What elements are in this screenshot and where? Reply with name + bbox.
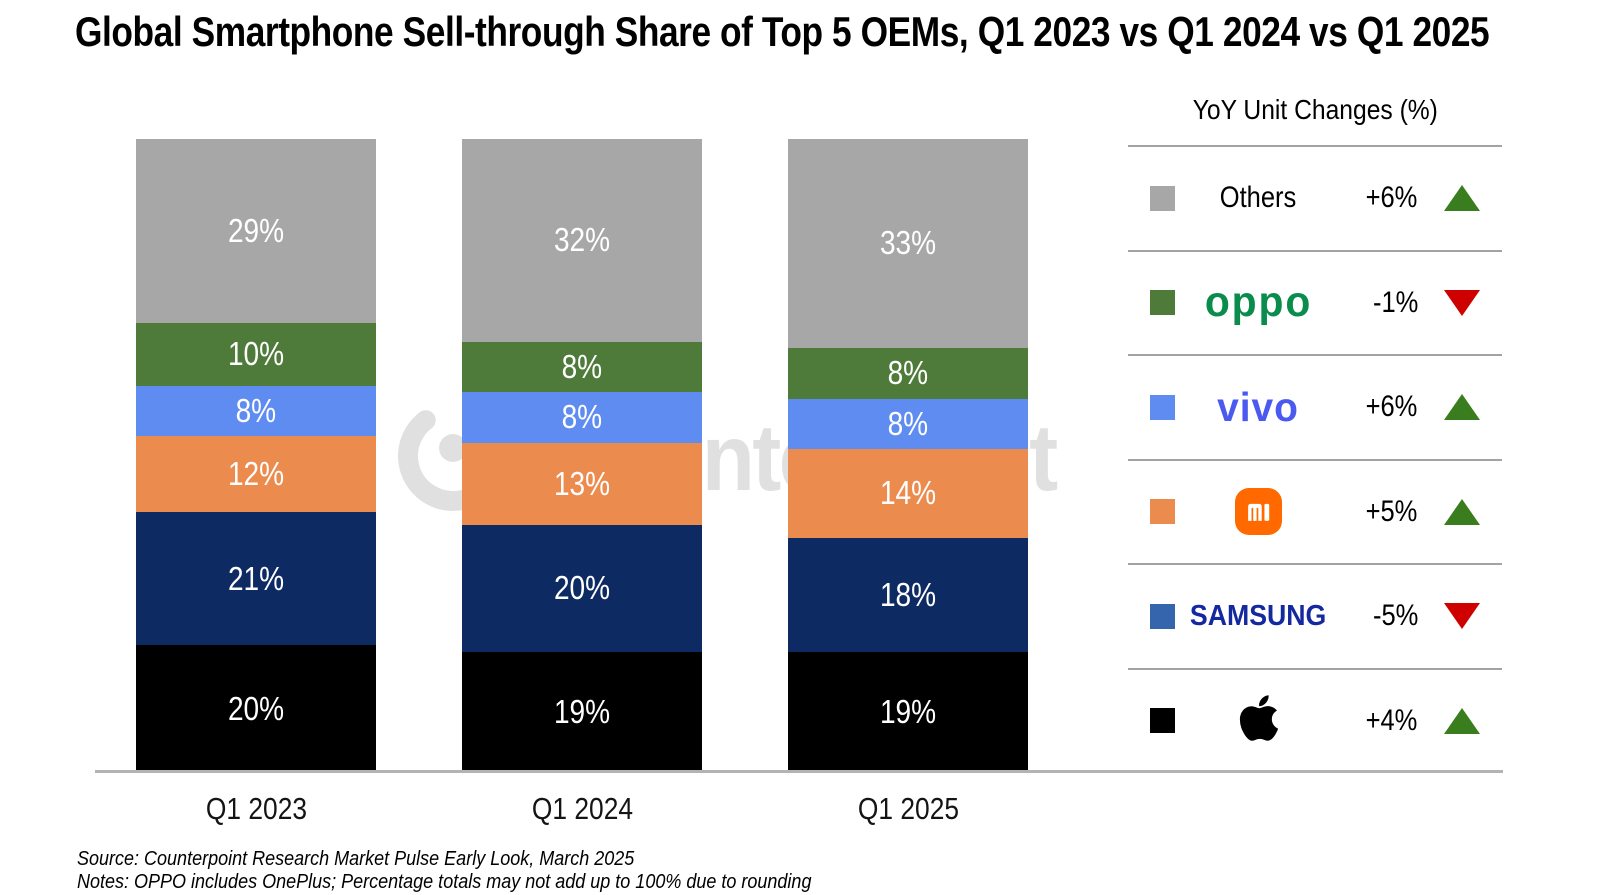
legend-swatch-vivo xyxy=(1150,394,1175,420)
segment-value-label: 18% xyxy=(879,575,937,613)
bar-segment-vivo-q1-2025: 8% xyxy=(788,398,1028,450)
legend-row-apple: +4% xyxy=(1128,667,1502,773)
stacked-bar-q1-2025: 33% 8% 8% 14% 18% 19% xyxy=(788,139,1028,772)
footer-notes: Notes: OPPO includes OnePlus; Percentage… xyxy=(77,871,812,893)
x-axis-line xyxy=(95,770,1503,773)
legend-row-oppo: oppo -1% xyxy=(1128,249,1502,355)
stacked-bar-q1-2024: 32% 8% 8% 13% 20% 19% xyxy=(462,139,702,772)
bar-segment-others-q1-2024: 32% xyxy=(462,139,702,342)
bar-segment-others-q1-2025: 33% xyxy=(788,139,1028,348)
segment-value-label: 19% xyxy=(879,692,937,730)
trend-up-icon xyxy=(1444,707,1480,734)
bar-segment-samsung-q1-2023: 21% xyxy=(136,512,376,646)
bar-segment-xiaomi-q1-2023: 12% xyxy=(136,436,376,513)
segment-value-label: 14% xyxy=(879,474,937,512)
trend-up-icon xyxy=(1444,185,1480,212)
footer: Source: Counterpoint Research Market Pul… xyxy=(77,848,811,894)
samsung-logo: SAMSUNG xyxy=(1190,599,1327,632)
bar-segment-oppo-q1-2024: 8% xyxy=(462,341,702,393)
segment-value-label: 8% xyxy=(561,347,603,385)
trend-down-icon xyxy=(1444,289,1480,316)
trend-down-icon xyxy=(1444,603,1480,630)
others-label: Others xyxy=(1220,181,1297,215)
change-value-others: +6% xyxy=(1365,181,1418,215)
legend-swatch-samsung xyxy=(1150,603,1175,629)
bar-segment-samsung-q1-2024: 20% xyxy=(462,525,702,652)
legend-swatch-others xyxy=(1150,185,1175,211)
change-value-oppo: -1% xyxy=(1372,285,1418,319)
segment-value-label: 8% xyxy=(235,392,277,430)
legend-row-xiaomi: +5% xyxy=(1128,458,1502,564)
segment-value-label: 8% xyxy=(887,354,929,392)
segment-value-label: 13% xyxy=(553,464,611,502)
legend-swatch-xiaomi xyxy=(1150,499,1175,525)
x-axis-label-q1-2023: Q1 2023 xyxy=(205,791,307,826)
segment-value-label: 20% xyxy=(553,569,611,607)
change-value-vivo: +6% xyxy=(1365,390,1418,424)
footer-source: Source: Counterpoint Research Market Pul… xyxy=(77,848,635,870)
change-value-xiaomi: +5% xyxy=(1365,494,1418,528)
legend: Others +6% oppo -1% vivo +6% xyxy=(1128,145,1502,772)
segment-value-label: 33% xyxy=(879,224,937,262)
change-value-samsung: -5% xyxy=(1372,599,1418,633)
segment-value-label: 8% xyxy=(887,404,929,442)
segment-value-label: 12% xyxy=(227,455,285,493)
bar-segment-others-q1-2023: 29% xyxy=(136,139,376,323)
legend-swatch-oppo xyxy=(1150,290,1175,316)
legend-row-samsung: SAMSUNG -5% xyxy=(1128,563,1502,668)
segment-value-label: 10% xyxy=(227,335,285,373)
x-axis-label-q1-2025: Q1 2025 xyxy=(857,791,959,826)
legend-row-others: Others +6% xyxy=(1128,145,1502,250)
legend-title: YoY Unit Changes (%) xyxy=(1192,94,1438,125)
vivo-logo: vivo xyxy=(1217,383,1300,430)
segment-value-label: 8% xyxy=(561,398,603,436)
bar-segment-oppo-q1-2023: 10% xyxy=(136,322,376,386)
segment-value-label: 19% xyxy=(553,692,611,730)
apple-logo-icon xyxy=(1238,692,1280,749)
segment-value-label: 21% xyxy=(227,559,285,597)
segment-value-label: 20% xyxy=(227,689,285,727)
stacked-bar-q1-2023: 29% 10% 8% 12% 21% 20% xyxy=(136,139,376,772)
bar-segment-xiaomi-q1-2025: 14% xyxy=(788,449,1028,538)
legend-swatch-apple xyxy=(1150,708,1175,734)
bar-segment-vivo-q1-2023: 8% xyxy=(136,385,376,437)
bar-segment-apple-q1-2023: 20% xyxy=(136,645,376,772)
xiaomi-logo-icon xyxy=(1235,488,1282,536)
oppo-logo: oppo xyxy=(1204,278,1313,327)
trend-up-icon xyxy=(1444,394,1480,421)
bar-segment-samsung-q1-2025: 18% xyxy=(788,537,1028,652)
segment-value-label: 32% xyxy=(553,221,611,259)
bar-segment-vivo-q1-2024: 8% xyxy=(462,392,702,443)
legend-row-vivo: vivo +6% xyxy=(1128,354,1502,459)
change-value-apple: +4% xyxy=(1365,703,1418,737)
x-axis-label-q1-2024: Q1 2024 xyxy=(531,791,633,826)
page-title: Global Smartphone Sell-through Share of … xyxy=(75,8,1490,55)
bar-segment-oppo-q1-2025: 8% xyxy=(788,347,1028,399)
trend-up-icon xyxy=(1444,498,1480,525)
bar-segment-apple-q1-2025: 19% xyxy=(788,651,1028,772)
bar-segment-apple-q1-2024: 19% xyxy=(462,651,702,772)
bar-segment-xiaomi-q1-2024: 13% xyxy=(462,442,702,526)
segment-value-label: 29% xyxy=(227,211,285,249)
